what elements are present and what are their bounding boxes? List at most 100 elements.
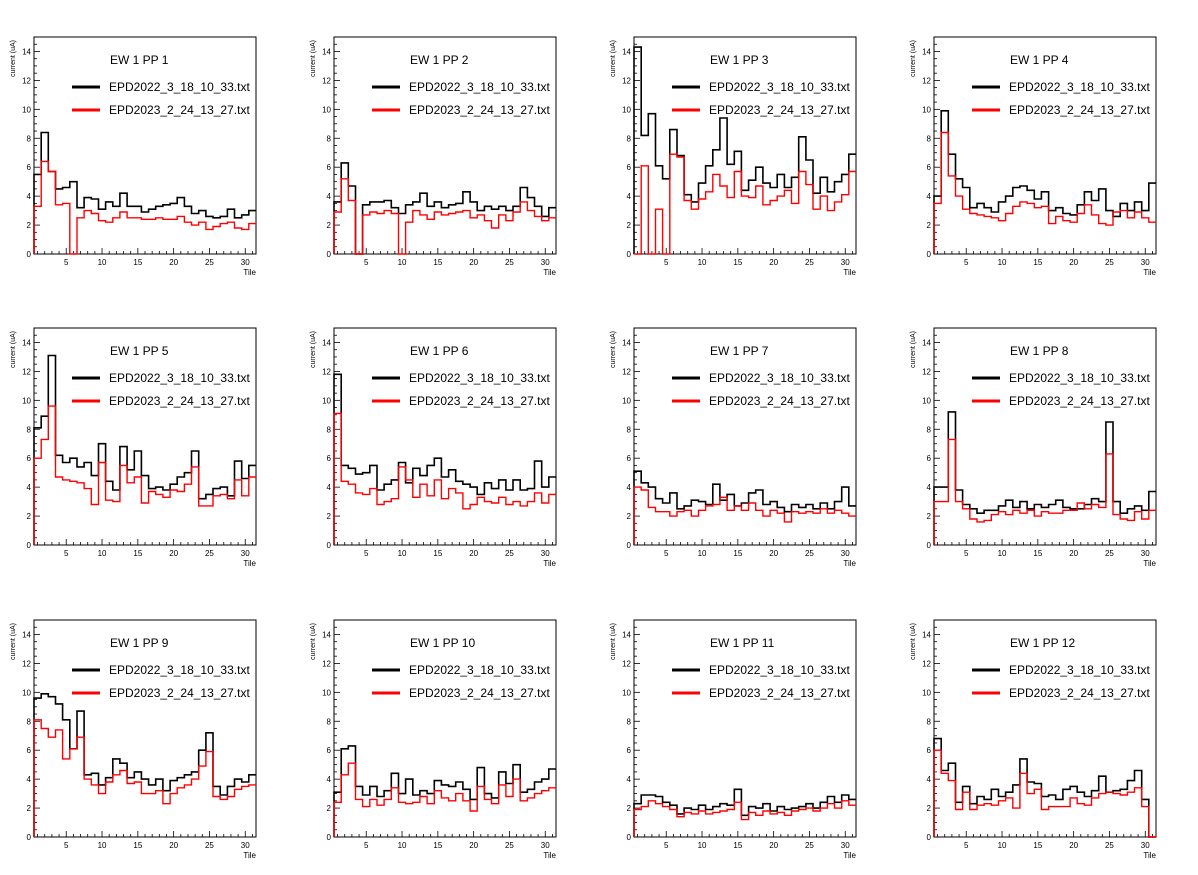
legend-entry: EPD2022_3_18_10_33.txt [109,663,250,677]
y-tick-label: 4 [627,192,632,201]
y-tick-label: 14 [922,47,931,56]
y-tick-label: 2 [327,804,332,813]
x-tick-label: 30 [1141,549,1150,558]
y-tick-label: 0 [627,541,632,550]
legend-entry: EPD2022_3_18_10_33.txt [409,371,550,385]
plot-frame [933,36,1157,255]
y-tick-label: 14 [922,630,931,639]
x-tick-label: 30 [1141,258,1150,267]
legend-entry: EPD2023_2_24_13_27.txt [1009,103,1150,117]
x-tick-label: 25 [805,549,814,558]
legend-entry: EPD2022_3_18_10_33.txt [409,80,550,94]
x-axis-label: Tile [543,268,556,277]
y-tick-label: 10 [622,396,631,405]
y-tick-label: 4 [927,192,932,201]
x-tick-label: 5 [664,258,669,267]
x-axis-label: Tile [243,268,256,277]
y-tick-label: 0 [327,250,332,259]
x-tick-label: 30 [841,549,850,558]
y-tick-label: 6 [627,454,632,463]
y-tick-label: 6 [627,746,632,755]
legend-entry: EPD2022_3_18_10_33.txt [709,663,850,677]
x-tick-label: 15 [433,841,442,850]
x-tick-label: 10 [98,841,107,850]
plot-frame [633,619,857,838]
x-tick-label: 15 [733,258,742,267]
x-tick-label: 30 [241,841,250,850]
y-axis-label: current (uA) [910,331,917,368]
y-tick-label: 12 [622,367,631,376]
y-tick-label: 8 [927,425,932,434]
y-tick-label: 4 [27,775,32,784]
x-tick-label: 20 [469,841,478,850]
y-axis-label: current (uA) [610,331,617,368]
y-tick-label: 6 [327,746,332,755]
y-tick-label: 10 [922,396,931,405]
legend-entry: EPD2023_2_24_13_27.txt [409,103,550,117]
legend-entry: EPD2022_3_18_10_33.txt [1009,80,1150,94]
y-tick-label: 14 [622,338,631,347]
x-tick-label: 10 [698,549,707,558]
y-tick-label: 12 [322,659,331,668]
legend-entry: EPD2022_3_18_10_33.txt [109,371,250,385]
y-tick-label: 0 [27,250,32,259]
y-axis-label: current (uA) [910,623,917,660]
y-axis-label: current (uA) [10,331,17,368]
series-histogram-1 [33,354,256,545]
y-axis-label: current (uA) [610,40,617,77]
plot-frame [933,619,1157,838]
series-histogram-1 [33,131,256,254]
y-tick-label: 12 [922,367,931,376]
y-tick-label: 8 [927,717,932,726]
y-tick-label: 4 [627,483,632,492]
y-tick-label: 0 [927,250,932,259]
series-histogram-2 [333,412,556,545]
y-tick-label: 8 [627,134,632,143]
y-axis-label: current (uA) [10,623,17,660]
x-tick-label: 25 [1105,841,1114,850]
y-tick-label: 12 [622,76,631,85]
x-tick-label: 30 [541,549,550,558]
y-tick-label: 12 [22,76,31,85]
y-tick-label: 6 [927,163,932,172]
y-tick-label: 10 [322,105,331,114]
y-tick-label: 14 [22,630,31,639]
plot-frame [33,619,257,838]
y-tick-label: 14 [22,47,31,56]
y-tick-label: 14 [922,338,931,347]
y-tick-label: 10 [22,105,31,114]
legend-entry: EPD2023_2_24_13_27.txt [109,686,250,700]
y-tick-label: 0 [627,833,632,842]
y-tick-label: 4 [927,775,932,784]
y-tick-label: 10 [322,688,331,697]
x-tick-label: 30 [841,841,850,850]
x-tick-label: 5 [364,549,369,558]
y-tick-label: 6 [327,163,332,172]
series-histogram-2 [933,438,1156,545]
x-tick-label: 20 [1069,841,1078,850]
y-tick-label: 8 [27,717,32,726]
y-tick-label: 6 [27,454,32,463]
chart-title: EW 1 PP 10 [410,636,475,650]
x-tick-label: 10 [98,258,107,267]
chart-title: EW 1 PP 5 [110,344,169,358]
y-tick-label: 10 [622,688,631,697]
y-tick-label: 6 [27,163,32,172]
x-tick-label: 5 [64,258,69,267]
x-tick-label: 10 [398,549,407,558]
x-tick-label: 20 [469,549,478,558]
series-histogram-1 [333,745,556,837]
y-tick-label: 4 [927,483,932,492]
x-axis-label: Tile [843,851,856,860]
x-tick-label: 15 [1033,258,1042,267]
y-tick-label: 2 [27,804,32,813]
series-histogram-2 [333,178,556,255]
chart-title: EW 1 PP 11 [710,636,775,650]
x-tick-label: 25 [805,258,814,267]
chart-title: EW 1 PP 4 [1010,53,1069,67]
legend-entry: EPD2023_2_24_13_27.txt [709,394,850,408]
